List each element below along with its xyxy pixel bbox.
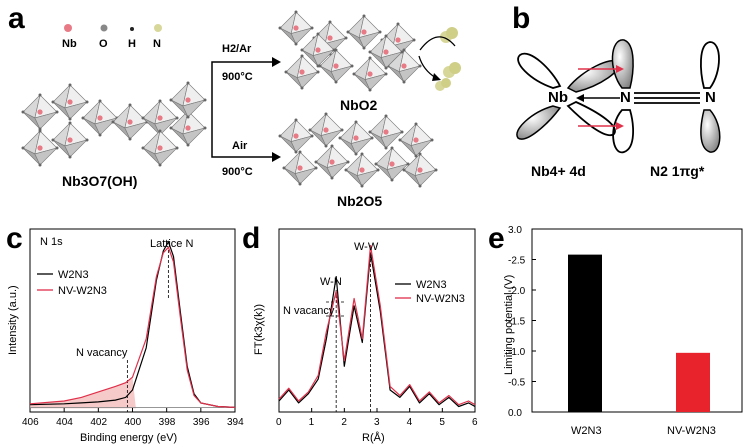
plot-c-xlabel: Binding energy (eV) [80, 432, 177, 444]
nb-atom-icon [64, 24, 72, 32]
bar-0 [568, 254, 602, 412]
h2ar-label: H2/Ar [222, 43, 252, 55]
legend-n: N [153, 38, 161, 50]
panel-letter-a: a [8, 2, 25, 35]
nbo2-label: NbO2 [340, 97, 378, 113]
legend-d-w2n3: W2N3 [416, 279, 447, 291]
n2-pi-star-label: N2 1πg* [650, 163, 705, 179]
bar-ytick-label-6: 3.0 [508, 225, 522, 236]
exafs-xtick-label-3: 3 [374, 417, 380, 428]
ww-label: W-W [354, 241, 379, 253]
nb2o5-structure [278, 112, 438, 188]
n-vacancy-label-c: N vacancy [76, 347, 128, 359]
exafs-xtick-label-0: 0 [276, 417, 282, 428]
reaction-arrows [211, 57, 281, 162]
plot-c-title: N 1s [40, 236, 63, 248]
o-atom-icon [100, 24, 108, 32]
exafs-xtick-label-2: 2 [341, 417, 347, 428]
xps-xtick-label-6: 394 [227, 417, 244, 428]
nb3o7oh-label: Nb3O7(OH) [62, 173, 137, 189]
bar-label-0: W2N3 [571, 425, 602, 437]
atom-n1-label: N [620, 89, 631, 106]
panel-letter-d: d [242, 222, 260, 255]
bar-ytick-label-1: -0.5 [508, 378, 526, 389]
exafs-series-0 [278, 252, 476, 408]
nb-4d-label: Nb4+ 4d [531, 163, 586, 179]
panel-letter-e: e [488, 222, 505, 255]
n2-triple-bond [634, 92, 700, 104]
xps-plot: 406 404 402 400 398 396 394 [22, 240, 244, 428]
legend-c-w2n3: W2N3 [58, 269, 89, 281]
xps-xtick-label-0: 406 [22, 417, 39, 428]
lattice-n-label: Lattice N [150, 238, 193, 250]
bar-ytick-label-5: -2.5 [508, 256, 526, 267]
atom-nb-label: Nb [548, 89, 568, 106]
panel-letter-c: c [6, 222, 23, 255]
exafs-xtick-label-5: 5 [439, 417, 445, 428]
n2-molecules [418, 27, 461, 91]
legend-h: H [128, 38, 136, 50]
atom-legend: Nb O H N [62, 24, 162, 50]
plot-d-ylabel: FT(k3χ(k)) [253, 304, 265, 355]
bar-ytick-label-0: 0.0 [508, 408, 522, 419]
xps-xtick-label-4: 398 [159, 417, 176, 428]
panel-a: a Nb O H N Nb3O7(OH) H2/Ar 900°C Air 900… [8, 2, 461, 209]
legend-c-nv-w2n3: NV-W2N3 [58, 285, 107, 297]
panel-letter-b: b [512, 2, 530, 35]
nb3o7oh-structure [21, 81, 207, 167]
limiting-potential-bar-chart: 0.0 -0.5 -1.0 -1.5 -2.0 -2.5 3.0 W2N3 NV-W2N3 [508, 225, 716, 437]
n-vacancy-label-d: N vacancy [283, 305, 335, 317]
vacancy-shaded-area [30, 377, 136, 409]
panel-b: b Nb N N [512, 2, 721, 179]
h2ar-temp-label: 900°C [222, 71, 253, 83]
xps-xtick-label-2: 402 [90, 417, 107, 428]
bar-ytick-label-2: -1.0 [508, 347, 526, 358]
exafs-plot: 0 1 2 3 4 5 6 [276, 244, 478, 428]
air-temp-label: 900°C [222, 166, 253, 178]
plot-c-ylabel: Intensity (a.u.) [7, 285, 19, 355]
exafs-xtick-label-6: 6 [472, 417, 478, 428]
wn-label: W-N [320, 276, 342, 288]
exafs-xtick-label-1: 1 [309, 417, 315, 428]
legend-o: O [99, 38, 108, 50]
panel-d: d 0 1 2 3 4 5 6 W-W W-N N vacancy W2N3 NV-W2N3… [242, 222, 478, 444]
nb2o5-label: Nb2O5 [337, 193, 382, 209]
donation-arrows [576, 65, 624, 130]
xps-xtick-label-3: 400 [125, 417, 142, 428]
bar-ytick-label-4: -2.0 [508, 286, 526, 297]
plot-c-legend: W2N3 NV-W2N3 [37, 269, 107, 297]
h-atom-icon [130, 27, 134, 31]
exafs-xtick-label-4: 4 [407, 417, 413, 428]
panel-c: c 406 404 402 400 398 396 394 N 1s Lattice N N… [6, 222, 244, 444]
xps-series-1 [29, 246, 236, 408]
plot-d-frame [278, 228, 476, 413]
plot-e-frame [531, 228, 743, 413]
legend-d-nv-w2n3: NV-W2N3 [416, 293, 465, 305]
n-atom-icon [154, 24, 162, 32]
plot-d-xlabel: R(Å) [362, 431, 385, 444]
bar-ytick-label-3: -1.5 [508, 317, 526, 328]
plot-e-ylabel: Limiting potential (V) [503, 275, 515, 375]
xps-xtick-label-5: 396 [193, 417, 210, 428]
bar-label-1: NV-W2N3 [667, 425, 716, 437]
plot-d-legend: W2N3 NV-W2N3 [395, 279, 465, 305]
air-label: Air [232, 140, 248, 152]
nbo2-structure [278, 10, 422, 92]
exafs-series-1 [278, 244, 476, 406]
xps-xtick-label-1: 404 [56, 417, 73, 428]
bar-1 [676, 352, 710, 412]
atom-n2-label: N [705, 89, 716, 106]
legend-nb: Nb [62, 38, 77, 50]
